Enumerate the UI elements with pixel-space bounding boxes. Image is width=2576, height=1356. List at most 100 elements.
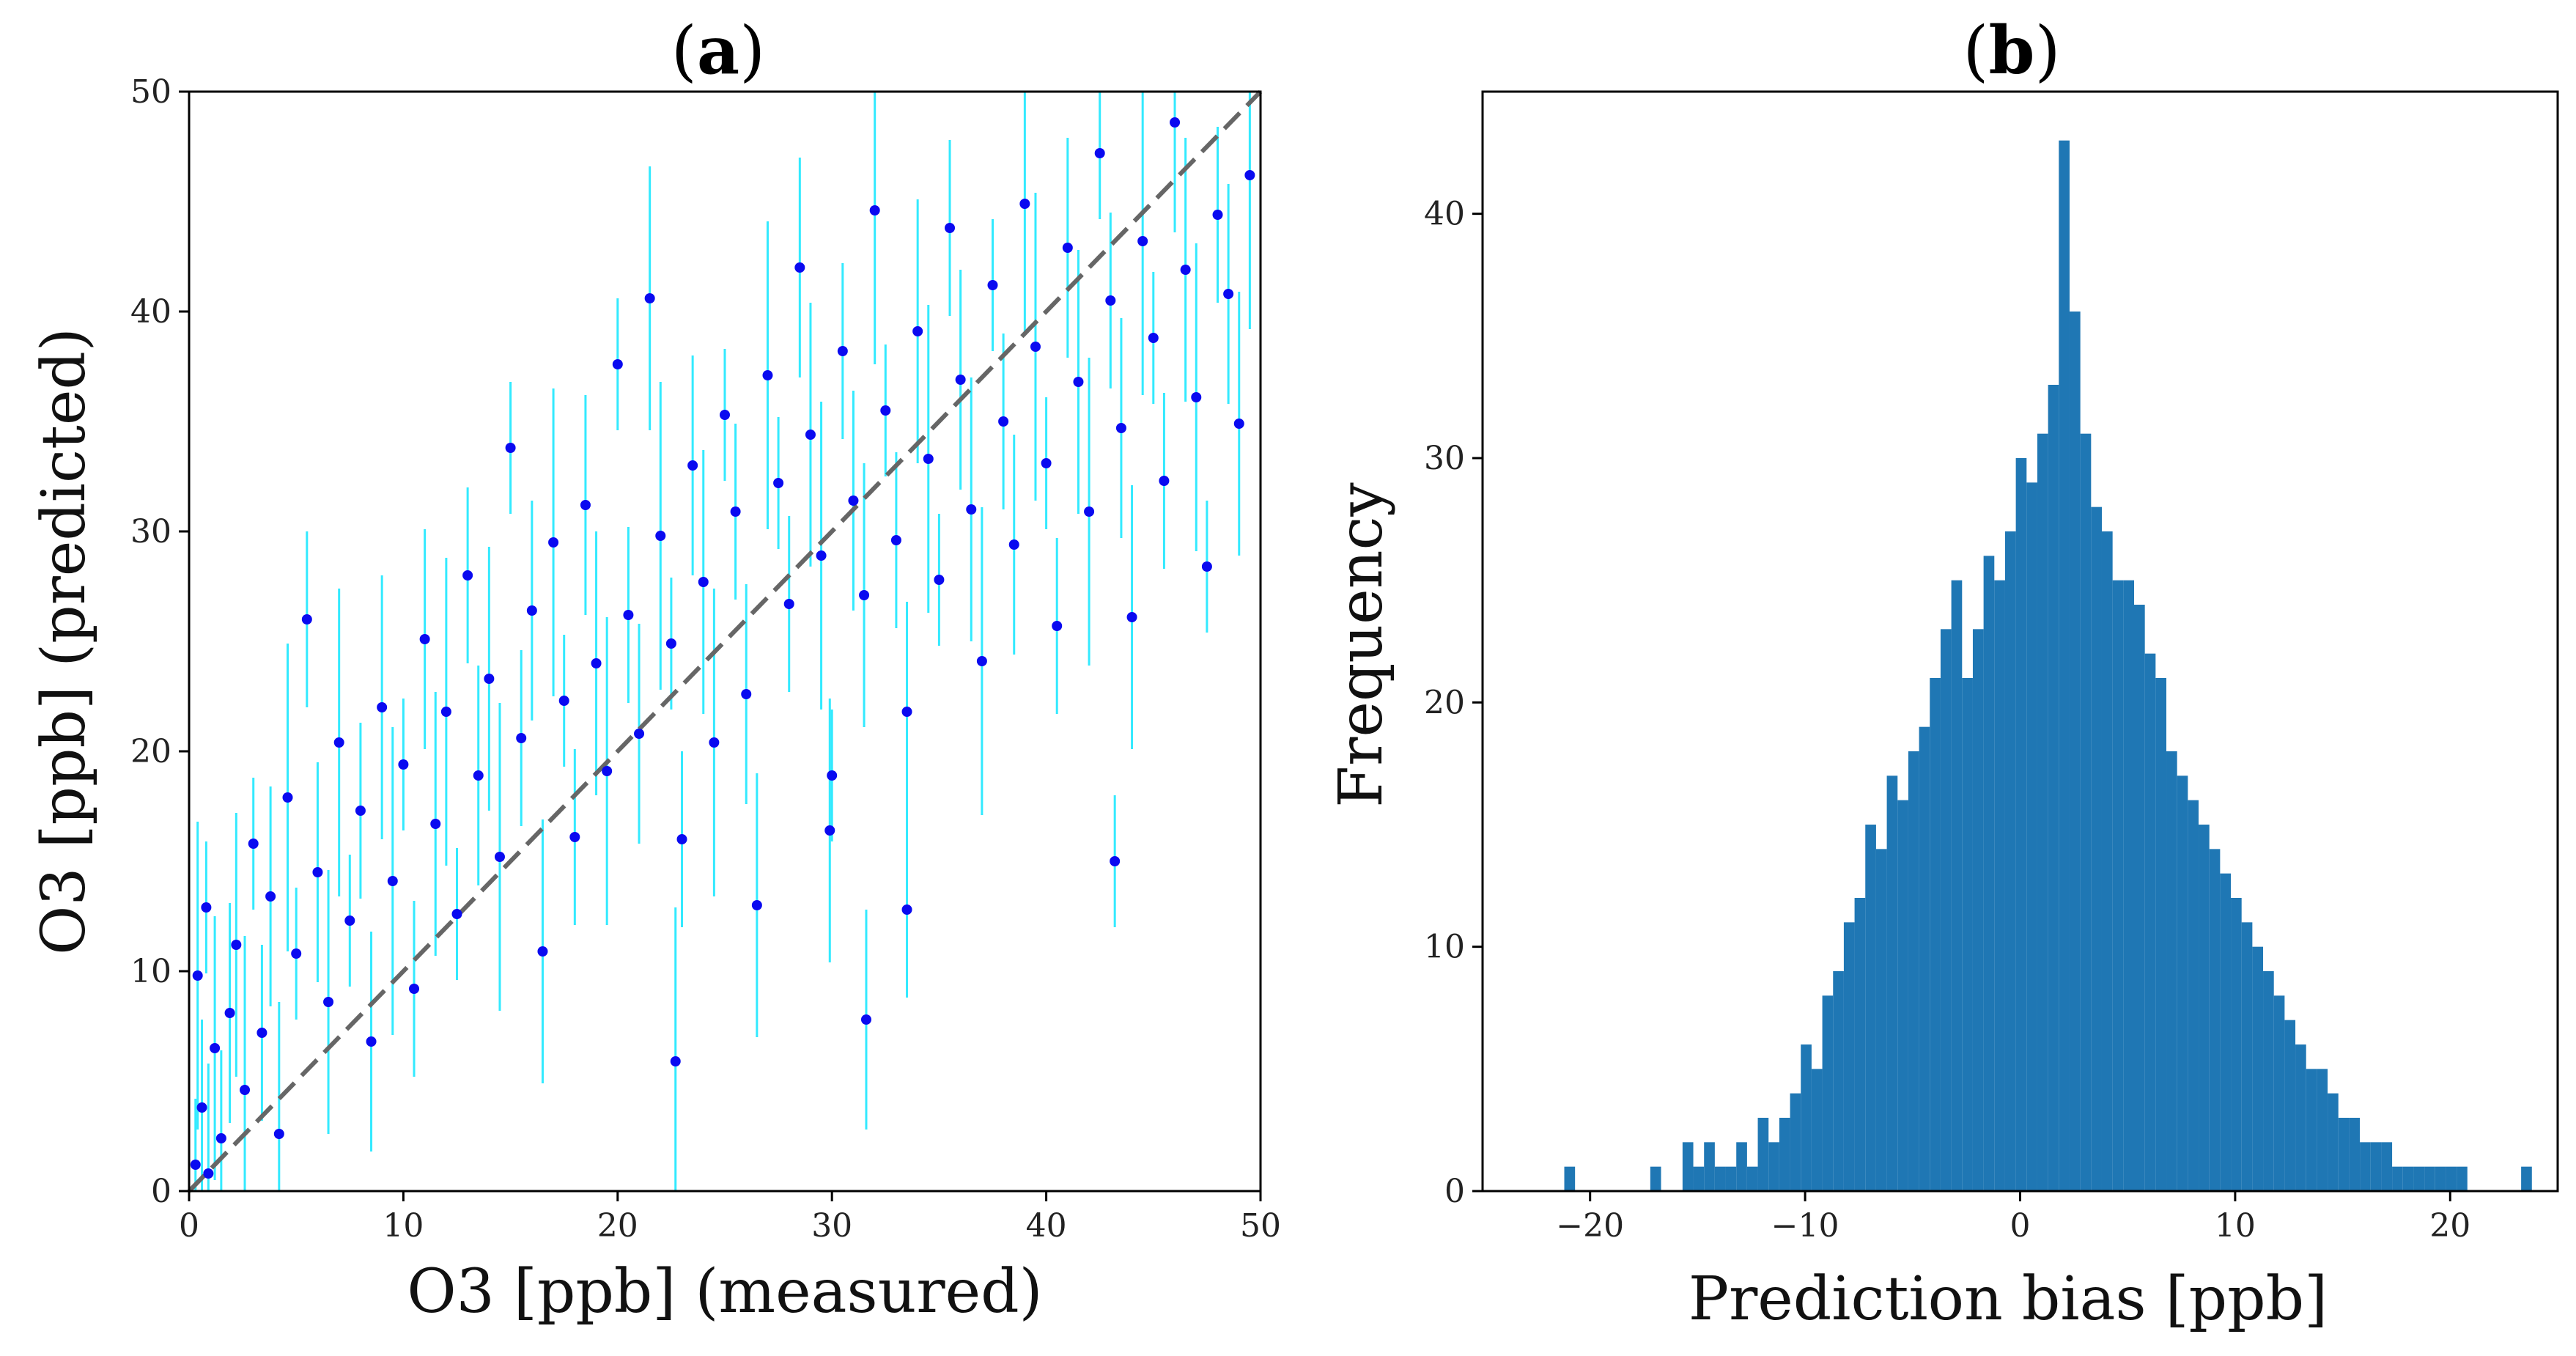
y-axis-label: O3 [ppb] (predicted): [29, 328, 99, 955]
x-tick-label: 30: [811, 1207, 852, 1245]
data-point: [665, 638, 676, 649]
data-point: [623, 610, 634, 620]
data-point: [387, 876, 398, 886]
data-point: [848, 495, 859, 506]
data-point: [494, 852, 505, 862]
data-point: [698, 577, 709, 587]
y-tick-label: 10: [1424, 929, 1465, 966]
histogram-bar: [1757, 1118, 1769, 1191]
data-point: [484, 674, 495, 684]
data-point: [1180, 265, 1191, 275]
data-point: [945, 223, 956, 233]
data-point: [655, 531, 666, 541]
data-point: [430, 819, 441, 829]
histogram-bar: [1919, 726, 1930, 1191]
histogram-bar: [1725, 1166, 1737, 1191]
x-tick-label: 20: [2429, 1207, 2470, 1245]
data-point: [409, 984, 420, 994]
histogram-bar: [2015, 458, 2027, 1191]
data-point: [366, 1036, 377, 1047]
histogram-bar: [1983, 556, 1995, 1191]
y-axis-ticks: 0 10 20 30 40: [1424, 196, 1483, 1210]
data-point: [1062, 243, 1073, 253]
histogram-bar: [2004, 531, 2016, 1191]
data-point: [670, 1056, 681, 1066]
histogram-bar: [2360, 1142, 2371, 1191]
histogram-bar: [1650, 1166, 1661, 1191]
y-tick-label: 20: [130, 733, 171, 770]
data-point: [773, 478, 784, 488]
data-point: [751, 900, 762, 910]
histogram-bar: [2446, 1166, 2457, 1191]
histogram-bar: [2402, 1166, 2414, 1191]
y-axis-label: Frequency: [1326, 482, 1396, 808]
histogram-bar: [2091, 506, 2102, 1191]
panel-a-frame: [188, 90, 1262, 1193]
data-point: [1008, 539, 1019, 550]
data-point: [987, 280, 998, 290]
histogram-bar: [2273, 995, 2285, 1191]
histogram-bar: [2241, 922, 2253, 1191]
y-tick-label: 50: [130, 73, 171, 111]
panel-a-scatter: (a) 0 10 20 30 40 50 0 10 20 30 40 50 O3 [ppb] (me…: [29, 12, 1281, 1327]
histogram-bar: [1854, 898, 1866, 1191]
data-point: [257, 1028, 267, 1038]
x-axis-label: O3 [ppb] (measured): [407, 1257, 1042, 1327]
data-point: [451, 909, 462, 919]
data-point: [291, 948, 302, 959]
x-tick-label: 40: [1026, 1207, 1067, 1245]
histogram-bar: [1693, 1166, 1705, 1191]
data-point: [901, 904, 912, 915]
data-point: [210, 1043, 221, 1053]
panel-b-title: (b): [1963, 12, 2060, 89]
histogram-bar: [1875, 849, 1887, 1191]
histogram-bar: [2338, 1118, 2350, 1191]
data-point: [912, 326, 923, 336]
y-tick-label: 0: [151, 1173, 171, 1210]
data-point: [323, 997, 334, 1007]
histogram-bar: [2155, 678, 2167, 1191]
histogram-bar: [1994, 580, 2005, 1191]
histogram-bar: [1801, 1044, 1812, 1191]
histogram-bar: [1811, 1069, 1823, 1191]
data-point: [1170, 117, 1181, 128]
histogram-bar: [2317, 1069, 2328, 1191]
data-point: [602, 766, 613, 776]
data-point: [1126, 612, 1137, 622]
data-point: [1041, 458, 1052, 468]
data-point: [265, 891, 276, 902]
data-point: [824, 825, 835, 836]
histogram-bar: [2123, 580, 2135, 1191]
x-axis-label: Prediction bias [ppb]: [1689, 1264, 2328, 1334]
data-point: [976, 656, 987, 666]
histogram-bar: [2037, 433, 2048, 1191]
histogram-bar: [2048, 385, 2059, 1191]
histogram-bar: [2209, 849, 2221, 1191]
data-point: [720, 410, 730, 420]
x-tick-label: −10: [1771, 1207, 1839, 1245]
histogram-bar: [2220, 873, 2232, 1191]
data-point: [860, 1014, 871, 1025]
histogram-bar: [1564, 1166, 1576, 1191]
histogram-bar: [2381, 1142, 2393, 1191]
histogram-bar: [2059, 140, 2070, 1192]
data-point: [1030, 342, 1041, 352]
data-point: [966, 504, 977, 515]
histogram-bar: [1779, 1118, 1790, 1191]
x-axis-ticks: −20 −10 0 10 20: [1556, 1191, 2470, 1245]
histogram-bar: [2144, 653, 2156, 1191]
data-point: [612, 359, 623, 369]
data-point: [1223, 289, 1234, 299]
data-point: [591, 658, 602, 668]
data-point: [505, 443, 516, 453]
data-point: [333, 737, 344, 748]
histogram-bar: [2349, 1118, 2361, 1191]
data-point: [880, 405, 891, 416]
data-point: [1105, 295, 1116, 306]
data-point: [1137, 236, 1148, 246]
histogram-bar: [1704, 1142, 1715, 1191]
data-point: [537, 946, 548, 957]
data-point: [312, 867, 323, 877]
histogram-bar: [2199, 825, 2210, 1191]
